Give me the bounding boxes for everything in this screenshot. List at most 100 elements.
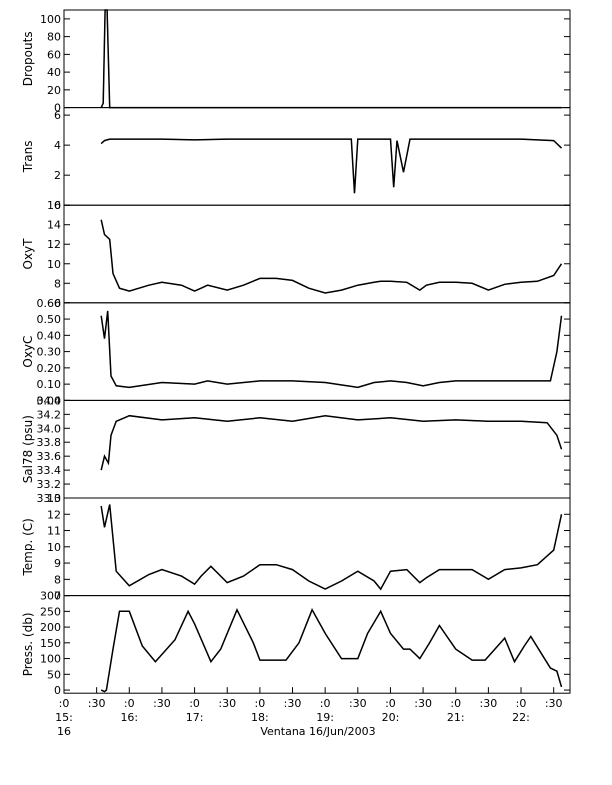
- y-tick-label: 20: [47, 84, 61, 97]
- x-tick-label: :0: [516, 697, 527, 710]
- series-line-raw: [100, 9, 562, 109]
- y-tick-label: 33.2: [37, 478, 62, 491]
- y-tick-label: 150: [40, 637, 61, 650]
- panel-6: 300 250 200 150 100 50 0 Press. (db): [21, 590, 571, 697]
- y-tick-label: 100: [40, 13, 61, 26]
- y-tick-label: 0.00: [37, 394, 62, 407]
- x-hour-label: 16:: [120, 711, 138, 724]
- y-tick-label: 11: [47, 525, 61, 538]
- x-tick-label: :0: [320, 697, 331, 710]
- panel-frame: [63, 9, 571, 109]
- x-tick-label: :0: [385, 697, 396, 710]
- series-line: [100, 607, 563, 693]
- series-line-raw: [100, 608, 562, 693]
- y-tick-label: 12: [47, 508, 61, 521]
- panel-5: 13 12 11 10 9 8 7 Temp. (C): [21, 492, 571, 603]
- y-tick-label: 34.4: [37, 394, 62, 407]
- series-line-raw: [100, 219, 562, 294]
- series-line: [100, 504, 563, 591]
- x-hour-label: 21:: [447, 711, 465, 724]
- y-tick-label: 0.60: [37, 297, 62, 310]
- y-tick-label: 100: [40, 653, 61, 666]
- y-tick-label: 9: [54, 557, 61, 570]
- x-hour-label: 17:: [186, 711, 204, 724]
- chart-panels: 100806040200Dropouts6420Trans1614121086O…: [21, 9, 571, 697]
- y-tick-label: 8: [54, 277, 61, 290]
- y-tick-label: 16: [47, 199, 61, 212]
- y-tick-label: 33.4: [37, 464, 62, 477]
- y-tick-label: 34.0: [37, 422, 62, 435]
- y-tick-label: 33.8: [37, 436, 62, 449]
- panel-3: 0.60 0.50 0.40 0.30 0.20 0.10 0.00 OxyC: [21, 297, 571, 407]
- y-tick-label: 6: [54, 109, 61, 122]
- x-tick-label: :30: [349, 697, 367, 710]
- panel-frame: [63, 497, 571, 597]
- x-tick-label: :30: [545, 697, 563, 710]
- y-tick-label: 300: [40, 590, 61, 603]
- y-tick-label: 33.6: [37, 450, 62, 463]
- y-axis-label: Trans: [21, 141, 35, 174]
- y-tick-label: 10: [47, 258, 61, 271]
- y-tick-label: 33.0: [37, 492, 62, 505]
- y-tick-label: 7: [54, 590, 61, 603]
- series-line-raw: [100, 415, 562, 471]
- x-axis: :0:30:0:30:0:30:0:30:0:30:0:30:0:30:0:30…: [55, 687, 563, 738]
- panel-frame: [63, 399, 571, 499]
- y-axis-label: Temp. (C): [21, 518, 35, 576]
- series-line: [100, 219, 563, 294]
- x-hour-label: 15:: [55, 711, 73, 724]
- y-tick-label: 10: [47, 541, 61, 554]
- x-tick-label: :30: [218, 697, 236, 710]
- y-axis-label: OxyC: [21, 336, 35, 368]
- x-tick-label: :0: [255, 697, 266, 710]
- x-axis-label: Ventana 16/Jun/2003: [260, 725, 375, 738]
- x-day-label: 16: [57, 725, 71, 738]
- x-tick-label: :30: [480, 697, 498, 710]
- y-tick-label: 60: [47, 48, 61, 61]
- y-tick-label: 0: [54, 684, 61, 697]
- x-hour-label: 18:: [251, 711, 269, 724]
- panel-2: 16 14 12 10 8 6 OxyT: [21, 199, 571, 310]
- x-hour-label: 22:: [512, 711, 530, 724]
- y-tick-label: 34.2: [37, 408, 62, 421]
- y-tick-label: 50: [47, 668, 61, 681]
- series-line: [100, 138, 563, 194]
- series-line-raw: [100, 138, 562, 194]
- x-tick-label: :0: [124, 697, 135, 710]
- y-tick-label: 8: [54, 573, 61, 586]
- y-axis-label: OxyT: [21, 238, 35, 270]
- y-tick-label: 6: [54, 297, 61, 310]
- y-tick-label: 0.40: [37, 329, 62, 342]
- x-hour-label: 20:: [382, 711, 400, 724]
- y-tick-label: 40: [47, 66, 61, 79]
- series-line-raw: [100, 310, 562, 388]
- y-tick-label: 2: [54, 169, 61, 182]
- series-line: [100, 9, 562, 109]
- x-tick-label: :0: [189, 697, 200, 710]
- y-tick-label: 0.20: [37, 362, 62, 375]
- y-tick-label: 13: [47, 492, 61, 505]
- y-axis-label: Dropouts: [21, 31, 35, 86]
- y-axis-label: Press. (db): [21, 612, 35, 676]
- x-tick-label: :30: [153, 697, 171, 710]
- y-tick-label: 0.10: [37, 378, 62, 391]
- series-line: [100, 310, 563, 389]
- y-tick-label: 14: [47, 219, 61, 232]
- y-tick-label: 250: [40, 605, 61, 618]
- y-tick-label: 0.30: [37, 346, 62, 359]
- y-tick-label: 0: [54, 199, 61, 212]
- y-tick-label: 4: [54, 139, 61, 152]
- x-tick-label: :30: [284, 697, 302, 710]
- y-tick-label: 200: [40, 621, 61, 634]
- x-tick-label: :30: [414, 697, 432, 710]
- x-hour-label: 19:: [316, 711, 334, 724]
- x-tick-label: :0: [450, 697, 461, 710]
- y-tick-label: 80: [47, 31, 61, 44]
- panel-0: 100 80 60 40 20 0 Dropouts: [21, 9, 571, 115]
- x-tick-label: :0: [59, 697, 70, 710]
- y-tick-label: 0: [54, 102, 61, 115]
- y-tick-label: 12: [47, 238, 61, 251]
- panel-1: 6 4 2 0 Trans: [21, 107, 571, 212]
